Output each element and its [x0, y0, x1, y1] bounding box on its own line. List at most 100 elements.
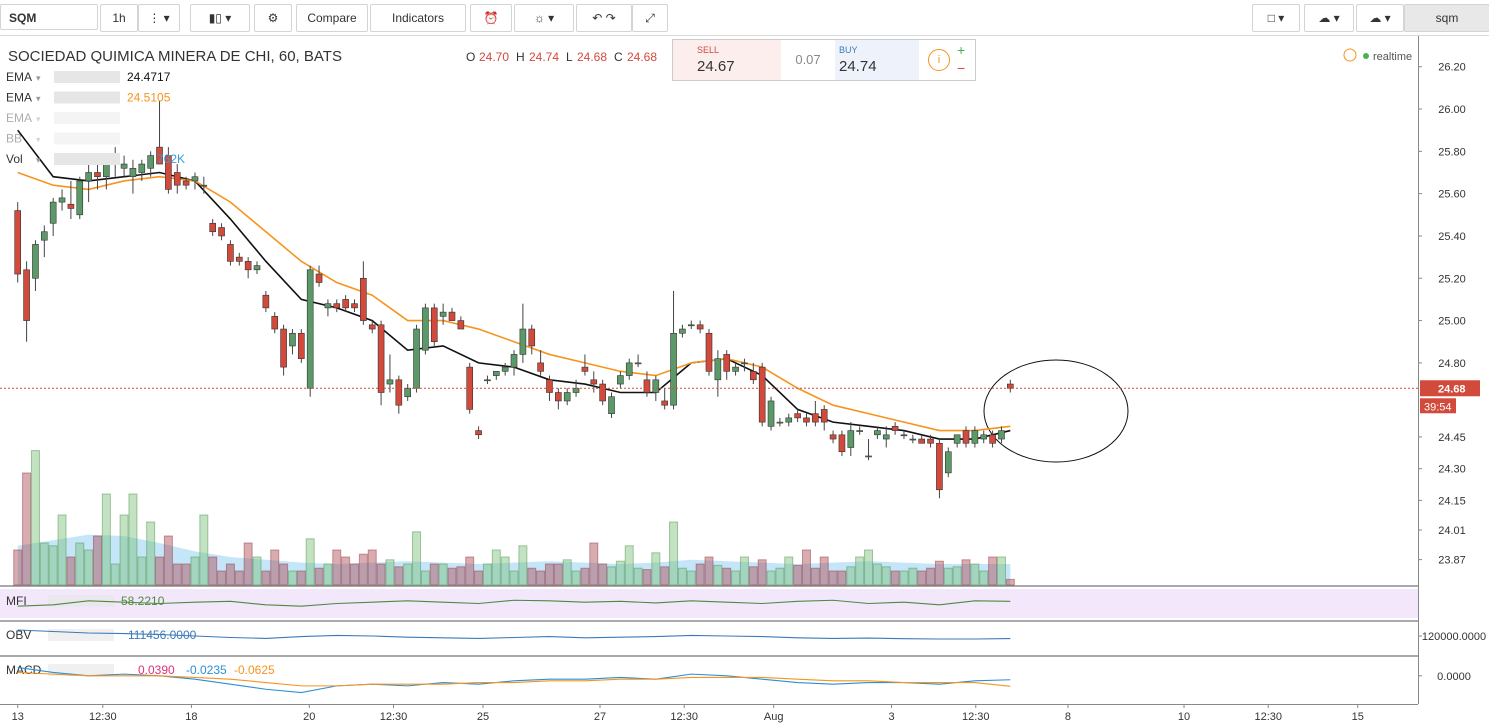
buy-box[interactable]: BUY 24.74 — [835, 40, 919, 80]
ohlc-value: 24.70 — [479, 50, 509, 64]
volume-bar — [810, 567, 820, 586]
candle-body — [528, 328, 536, 347]
compare-button[interactable]: Compare — [296, 4, 368, 32]
legend-value: 24.4717 — [127, 70, 171, 84]
status-dot — [1363, 53, 1369, 59]
volume-bar — [855, 556, 865, 586]
sell-box[interactable]: SELL 24.67 — [673, 40, 781, 80]
volume-bar — [899, 570, 909, 586]
candle-body — [271, 316, 279, 330]
y-tick-label: 24.80 — [1438, 358, 1466, 370]
candle-body — [41, 231, 48, 241]
volume-bar — [660, 566, 670, 586]
fullscreen-button[interactable]: ⤢ — [632, 4, 668, 32]
pane-name: MACD — [6, 663, 42, 677]
x-tick-label: 3 — [889, 711, 895, 723]
candle-body — [847, 430, 855, 448]
candle-body — [342, 299, 349, 309]
indicator-line — [17, 671, 1011, 687]
volume-bar — [695, 563, 705, 586]
layout-button[interactable]: □ ▾ — [1252, 4, 1300, 32]
y-tick-label: 26.00 — [1438, 104, 1466, 116]
volume-bar — [474, 570, 484, 586]
volume-bar — [119, 514, 129, 586]
volume-bar — [881, 566, 891, 586]
alert-button[interactable]: ⏰ — [470, 4, 512, 32]
info-icon[interactable]: i — [928, 49, 950, 71]
legend-buttons — [54, 71, 120, 83]
volume-bar — [908, 567, 918, 586]
spread: 0.07 — [795, 52, 821, 67]
y-tick-label: 24.15 — [1438, 495, 1466, 507]
volume-bar — [784, 556, 794, 586]
candle-body — [696, 324, 704, 330]
candle-body — [218, 227, 225, 237]
symbol-input[interactable]: SQM — [0, 4, 98, 30]
volume-bar — [66, 556, 76, 586]
volume-bar — [846, 566, 856, 586]
legend-value: 24.5105 — [127, 91, 171, 105]
volume-bar — [314, 567, 324, 586]
y-tick-label: 25.00 — [1438, 316, 1466, 328]
volume-bar — [589, 542, 599, 586]
volume-bar — [163, 535, 173, 586]
candle-body — [448, 311, 456, 321]
buy-price: 24.74 — [839, 58, 877, 75]
x-tick-label: 13 — [12, 711, 24, 723]
volume-bar — [837, 570, 847, 586]
cloud-load-button[interactable]: ☁ ▾ — [1304, 4, 1354, 32]
pane-value: 0.0390 — [138, 663, 175, 677]
status-text: realtime — [1373, 51, 1412, 63]
volume-bar — [864, 549, 874, 586]
volume-bar — [544, 563, 554, 586]
x-tick-label: 8 — [1065, 711, 1071, 723]
chart-style-button[interactable]: ▮▯ ▾ — [190, 4, 250, 32]
undo-redo-button[interactable]: ↶ ↷ — [576, 4, 632, 32]
volume-bar — [75, 542, 85, 586]
candle-body — [874, 430, 881, 436]
last-price-label: 24.68 — [1438, 383, 1466, 395]
volume-bar — [155, 556, 165, 586]
candle-body — [785, 417, 793, 423]
trade-widget: SELL 24.67 0.07 BUY 24.74 i + − — [672, 39, 976, 81]
pane-name: MFI — [6, 594, 27, 608]
candle-body — [741, 362, 748, 365]
volume-bar — [748, 566, 758, 586]
volume-bar — [979, 570, 989, 586]
volume-bar — [181, 563, 191, 586]
x-tick-label: 20 — [303, 711, 315, 723]
volume-bar — [713, 564, 723, 586]
replay-button[interactable]: ☼ ▾ — [514, 4, 574, 32]
volume-bar — [704, 556, 714, 586]
candle-body — [705, 332, 713, 372]
cloud-save-button[interactable]: ☁ ▾ — [1356, 4, 1404, 32]
candle-body — [794, 413, 801, 419]
pane-buttons — [48, 629, 114, 641]
indicators-button[interactable]: Indicators — [370, 4, 466, 32]
candle-body — [1007, 383, 1014, 389]
volume-bar — [243, 542, 253, 586]
candle-body — [714, 358, 722, 381]
volume-bar — [491, 549, 501, 586]
y-tick-label: 24.01 — [1438, 525, 1466, 537]
candle-body — [599, 383, 606, 402]
settings-button[interactable]: ⚙ — [254, 4, 292, 32]
y-tick-label: 25.60 — [1438, 189, 1466, 201]
interval-menu[interactable]: ⋮ ▾ — [138, 4, 180, 32]
candle-body — [182, 180, 190, 186]
interval-button[interactable]: 1h — [100, 4, 138, 32]
candle-body — [209, 222, 216, 233]
candle-body — [617, 375, 624, 385]
volume-bar — [270, 549, 280, 586]
symbol-search[interactable]: sqm — [1404, 4, 1489, 32]
volume-bar — [146, 521, 156, 586]
volume-bar — [872, 563, 882, 586]
volume-bar — [412, 531, 422, 586]
candle-body — [980, 434, 988, 440]
minus-button[interactable]: − — [957, 60, 966, 76]
plus-button[interactable]: + — [957, 42, 966, 58]
volume-bar — [580, 567, 590, 586]
volume-bar — [775, 567, 785, 586]
volume-bar — [615, 560, 625, 586]
